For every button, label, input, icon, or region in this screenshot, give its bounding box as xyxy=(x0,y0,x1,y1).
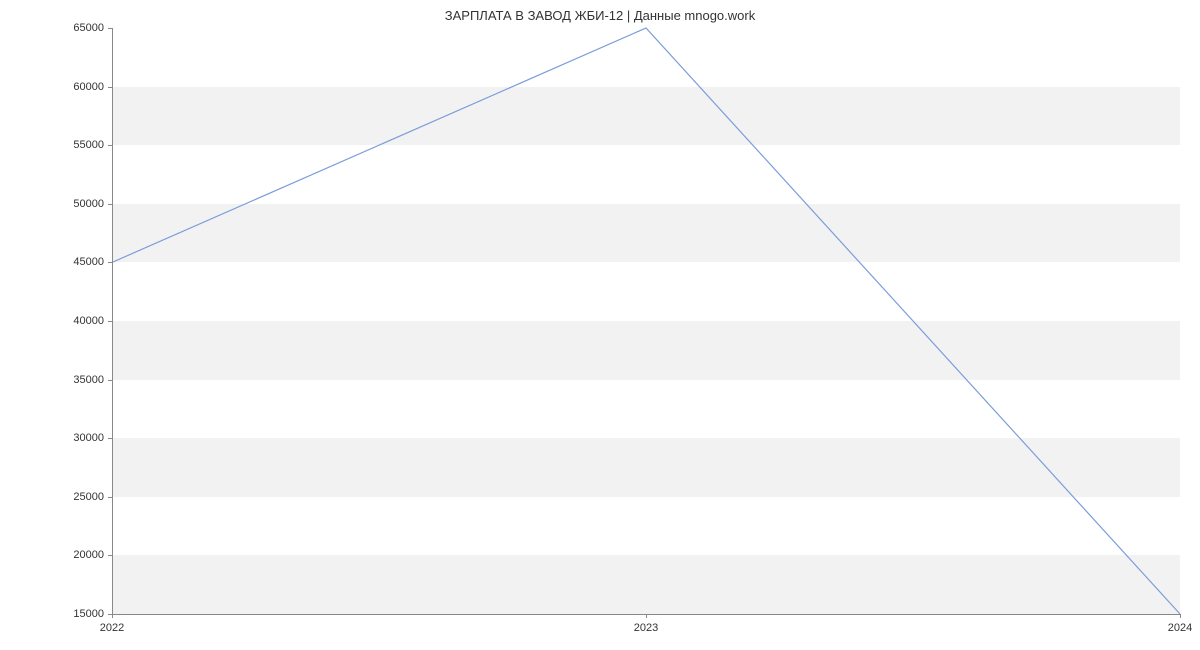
y-tick-label: 45000 xyxy=(73,256,104,268)
y-tick-label: 30000 xyxy=(73,432,104,444)
y-axis-line xyxy=(112,28,113,614)
x-tick-mark xyxy=(112,614,113,618)
data-line xyxy=(112,28,1180,614)
x-tick-label: 2024 xyxy=(1168,622,1192,634)
y-tick-mark xyxy=(108,28,112,29)
y-tick-label: 15000 xyxy=(73,608,104,620)
y-tick-mark xyxy=(108,555,112,556)
y-tick-label: 50000 xyxy=(73,198,104,210)
plot-area: 1500020000250003000035000400004500050000… xyxy=(112,28,1180,614)
x-tick-mark xyxy=(646,614,647,618)
y-tick-mark xyxy=(108,145,112,146)
y-tick-label: 60000 xyxy=(73,81,104,93)
y-tick-mark xyxy=(108,262,112,263)
x-tick-mark xyxy=(1180,614,1181,618)
salary-line-chart: ЗАРПЛАТА В ЗАВОД ЖБИ-12 | Данные mnogo.w… xyxy=(0,0,1200,650)
y-tick-mark xyxy=(108,438,112,439)
chart-title: ЗАРПЛАТА В ЗАВОД ЖБИ-12 | Данные mnogo.w… xyxy=(0,8,1200,23)
y-tick-mark xyxy=(108,321,112,322)
y-tick-mark xyxy=(108,87,112,88)
x-tick-label: 2023 xyxy=(634,622,658,634)
y-tick-label: 20000 xyxy=(73,549,104,561)
y-tick-mark xyxy=(108,380,112,381)
y-tick-label: 40000 xyxy=(73,315,104,327)
y-tick-label: 65000 xyxy=(73,22,104,34)
x-tick-label: 2022 xyxy=(100,622,124,634)
y-tick-label: 55000 xyxy=(73,139,104,151)
y-tick-mark xyxy=(108,497,112,498)
series-line xyxy=(112,28,1180,614)
y-tick-label: 25000 xyxy=(73,491,104,503)
y-tick-label: 35000 xyxy=(73,374,104,386)
y-tick-mark xyxy=(108,204,112,205)
